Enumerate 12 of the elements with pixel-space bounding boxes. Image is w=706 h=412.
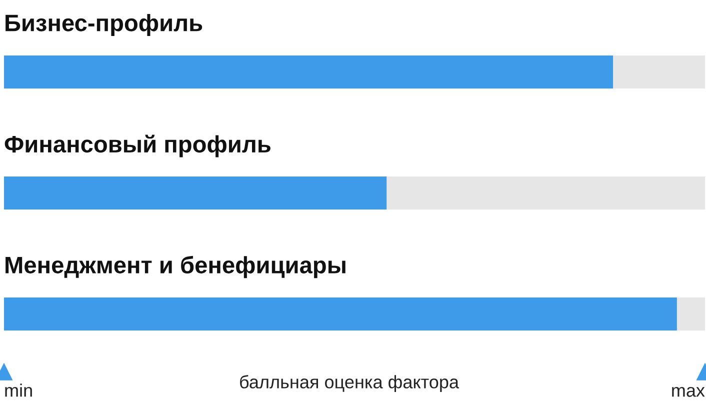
y-tick-label: Финансовый профиль: [4, 134, 270, 158]
bar: [4, 298, 677, 330]
y-tick-label: Бизнес-профиль: [6, 14, 202, 36]
y-tick-label: Менеджмент и бенефициары: [6, 256, 346, 278]
bar: [676, 298, 705, 330]
bar: [613, 56, 705, 88]
bar: [4, 176, 387, 210]
x-axis-title: балльная оценка фактора: [240, 375, 460, 392]
text: min: [5, 384, 32, 397]
text: max: [672, 386, 705, 397]
bar: [386, 176, 705, 210]
bar: [4, 56, 614, 88]
